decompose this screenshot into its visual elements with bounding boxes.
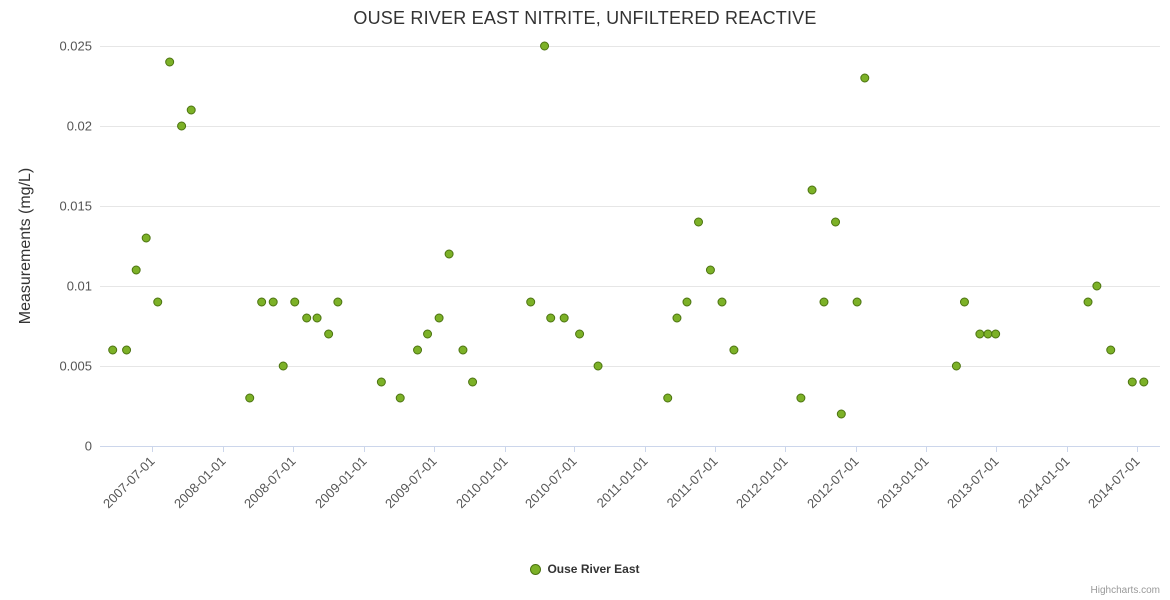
y-axis-tick-label: 0.02 [67, 119, 92, 134]
data-point[interactable] [705, 265, 715, 275]
legend-item-label: Ouse River East [547, 562, 640, 576]
data-point[interactable] [186, 105, 196, 115]
data-point[interactable] [951, 361, 961, 371]
data-point[interactable] [860, 73, 870, 83]
data-point[interactable] [836, 409, 846, 419]
y-axis-tick-label: 0.01 [67, 279, 92, 294]
data-point[interactable] [694, 217, 704, 227]
data-point[interactable] [444, 249, 454, 259]
legend-marker-icon [530, 563, 542, 575]
x-axis-tick-label: 2009-01-01 [312, 454, 370, 512]
data-point[interactable] [729, 345, 739, 355]
data-point[interactable] [312, 313, 322, 323]
data-point[interactable] [153, 297, 163, 307]
data-point[interactable] [717, 297, 727, 307]
data-point[interactable] [302, 313, 312, 323]
x-axis-tick-label: 2013-07-01 [944, 454, 1002, 512]
y-axis-tick-label: 0.025 [59, 39, 92, 54]
y-axis-tick-label: 0 [85, 439, 92, 454]
data-point[interactable] [546, 313, 556, 323]
data-point[interactable] [278, 361, 288, 371]
data-point[interactable] [593, 361, 603, 371]
data-point[interactable] [376, 377, 386, 387]
y-axis-tick-label: 0.005 [59, 359, 92, 374]
data-point[interactable] [423, 329, 433, 339]
data-point[interactable] [257, 297, 267, 307]
data-point[interactable] [245, 393, 255, 403]
data-point[interactable] [458, 345, 468, 355]
data-point[interactable] [434, 313, 444, 323]
data-point[interactable] [1127, 377, 1137, 387]
x-axis-tick-label: 2010-01-01 [453, 454, 511, 512]
data-point[interactable] [333, 297, 343, 307]
data-point[interactable] [663, 393, 673, 403]
data-point[interactable] [807, 185, 817, 195]
data-point[interactable] [682, 297, 692, 307]
data-point[interactable] [122, 345, 132, 355]
chart-title: OUSE RIVER EAST NITRITE, UNFILTERED REAC… [353, 8, 817, 28]
data-point[interactable] [1083, 297, 1093, 307]
data-point[interactable] [819, 297, 829, 307]
x-axis-tick-label: 2010-07-01 [522, 454, 580, 512]
data-point[interactable] [131, 265, 141, 275]
data-point[interactable] [540, 41, 550, 51]
data-point[interactable] [324, 329, 334, 339]
x-axis-tick-label: 2011-07-01 [664, 454, 721, 511]
data-point[interactable] [1106, 345, 1116, 355]
data-point[interactable] [959, 297, 969, 307]
y-axis-tick-label: 0.015 [59, 199, 92, 214]
data-point[interactable] [141, 233, 151, 243]
x-axis-tick-label: 2011-01-01 [594, 454, 651, 511]
x-axis-tick-label: 2009-07-01 [382, 454, 440, 512]
data-point[interactable] [177, 121, 187, 131]
x-axis-tick-label: 2008-07-01 [241, 454, 299, 512]
data-point[interactable] [413, 345, 423, 355]
data-point[interactable] [108, 345, 118, 355]
data-point[interactable] [290, 297, 300, 307]
data-point[interactable] [165, 57, 175, 67]
data-point[interactable] [991, 329, 1001, 339]
data-point[interactable] [1092, 281, 1102, 291]
data-point[interactable] [831, 217, 841, 227]
data-point[interactable] [559, 313, 569, 323]
credits-link[interactable]: Highcharts.com [1090, 585, 1160, 596]
data-point[interactable] [796, 393, 806, 403]
x-axis-tick-label: 2012-07-01 [804, 454, 862, 512]
data-point[interactable] [395, 393, 405, 403]
data-point[interactable] [268, 297, 278, 307]
data-point[interactable] [672, 313, 682, 323]
x-axis-tick-label: 2013-01-01 [874, 454, 932, 512]
data-point[interactable] [1139, 377, 1149, 387]
x-axis-tick-label: 2007-07-01 [100, 454, 158, 512]
x-axis-tick-label: 2008-01-01 [171, 454, 229, 512]
data-point[interactable] [468, 377, 478, 387]
data-point[interactable] [575, 329, 585, 339]
data-point[interactable] [983, 329, 993, 339]
data-point[interactable] [852, 297, 862, 307]
data-point[interactable] [975, 329, 985, 339]
x-axis-tick-label: 2012-01-01 [733, 454, 791, 512]
x-axis-tick-label: 2014-07-01 [1085, 454, 1143, 512]
x-axis-tick-label: 2014-01-01 [1015, 454, 1073, 512]
legend[interactable]: Ouse River East [0, 562, 1170, 576]
data-point[interactable] [526, 297, 536, 307]
